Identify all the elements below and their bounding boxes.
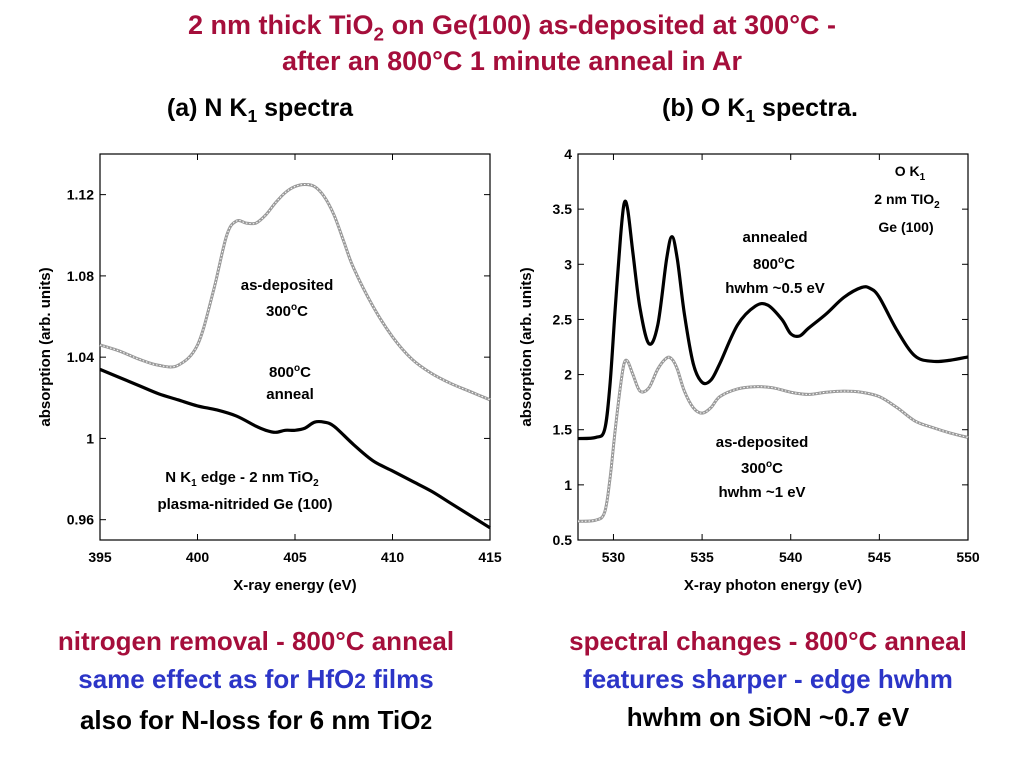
chart-b-annot-annealed-1: annealed (742, 229, 807, 246)
bottom-left-notes: nitrogen removal - 800°C anneal same eff… (6, 622, 506, 742)
chart-b-annot-ok-2: 2 nm TIO2 (874, 191, 940, 211)
bottom-left-line-3: also for N-loss for 6 nm TiO2 (79, 705, 433, 735)
chart-b-frame (577, 153, 969, 541)
bottom-right-notes: spectral changes - 800°C anneal features… (518, 622, 1018, 736)
chart-1-series-1-open-markers (577, 356, 969, 522)
chart-b-annot-ok-3: Ge (100) (878, 219, 933, 235)
bottom-right-line-2: features sharper - edge hwhm (583, 664, 953, 694)
chart-a-annot-edge-2: plasma-nitrided Ge (100) (157, 496, 332, 513)
chart-1-xtick-label: 530 (602, 549, 626, 565)
chart-0-ytick-label: 1 (86, 430, 94, 446)
chart-1-ytick-label: 3.5 (553, 201, 573, 217)
chart-0-series-0-open-markers (99, 183, 491, 401)
chart-a-annot-anneal-1: 800oC (269, 363, 311, 381)
chart-0-xtick-label: 395 (88, 549, 112, 565)
chart-1-ytick-label: 2.5 (553, 311, 573, 327)
chart-a-annot-asdep-2: 300oC (266, 302, 308, 320)
chart-a-series (99, 182, 491, 530)
chart-b-ylabel: absorption (arb. units) (518, 267, 535, 426)
bottom-left-line-1: nitrogen removal - 800°C anneal (57, 626, 455, 656)
chart-0-xtick-label: 405 (283, 549, 307, 565)
chart-0-xtick-label: 410 (381, 549, 405, 565)
chart-0-ytick-label: 1.12 (67, 187, 94, 203)
panel-b-title: (b) O K1 spectra. (662, 94, 858, 126)
chart-1-xtick-label: 550 (956, 549, 980, 565)
chart-0-ytick-label: 1.04 (67, 349, 94, 365)
chart-b-annot-asdep-1: as-deposited (716, 434, 809, 451)
chart-b-series (577, 199, 969, 523)
chart-0-ytick-label: 1.08 (67, 268, 94, 284)
chart-b-ticks: 530 535 540 545 550 0.5 1 1.5 2 2.5 3 3.5 4 (553, 146, 980, 565)
chart-1-ytick-label: 1 (564, 477, 572, 493)
bottom-right-line-3: hwhm on SiON ~0.7 eV (626, 702, 910, 732)
chart-b-annot-annealed-2: 800oC (753, 255, 795, 273)
chart-b-annot-ok-1: O K1 (895, 163, 926, 183)
bottom-right-line-1: spectral changes - 800°C anneal (569, 626, 967, 656)
page-title-line-2: after an 800°C 1 minute anneal in Ar (282, 46, 742, 76)
chart-0-xtick-label: 415 (478, 549, 502, 565)
chart-a-annot-asdep-1: as-deposited (241, 277, 334, 294)
chart-b-annot-asdep-3: hwhm ~1 eV (718, 484, 805, 501)
chart-a-ylabel: absorption (arb. units) (37, 267, 54, 426)
chart-1-ytick-label: 0.5 (553, 532, 573, 548)
chart-1-xtick-label: 535 (690, 549, 714, 565)
chart-b-annot-annealed-3: hwhm ~0.5 eV (725, 280, 825, 297)
chart-b-annot-asdep-2: 300oC (741, 459, 783, 477)
chart-a-annot-edge-1: N K1 edge - 2 nm TiO2 (165, 469, 319, 489)
chart-1-ytick-label: 4 (564, 146, 572, 162)
chart-1-xtick-label: 545 (868, 549, 892, 565)
bottom-left-line-2: same effect as for HfO2 films (78, 664, 434, 694)
chart-1-xtick-label: 540 (779, 549, 803, 565)
chart-1-ytick-label: 1.5 (553, 422, 573, 438)
chart-0-xtick-label: 400 (186, 549, 210, 565)
page-title-line-1: 2 nm thick TiO2 on Ge(100) as-deposited … (188, 10, 836, 46)
chart-a-annot-anneal-2: anneal (266, 386, 314, 403)
panel-a-title: (a) N K1 spectra (166, 94, 354, 126)
chart-1-ytick-label: 3 (564, 256, 572, 272)
chart-0-ytick-label: 0.96 (67, 512, 94, 528)
chart-b-xlabel: X-ray photon energy (eV) (684, 577, 862, 594)
chart-1-ytick-label: 2 (564, 367, 572, 383)
chart-a-ticks: 395 400 405 410 415 0.96 1 1.04 1.08 1.12 (67, 154, 502, 565)
chart-a-xlabel: X-ray energy (eV) (233, 577, 356, 594)
